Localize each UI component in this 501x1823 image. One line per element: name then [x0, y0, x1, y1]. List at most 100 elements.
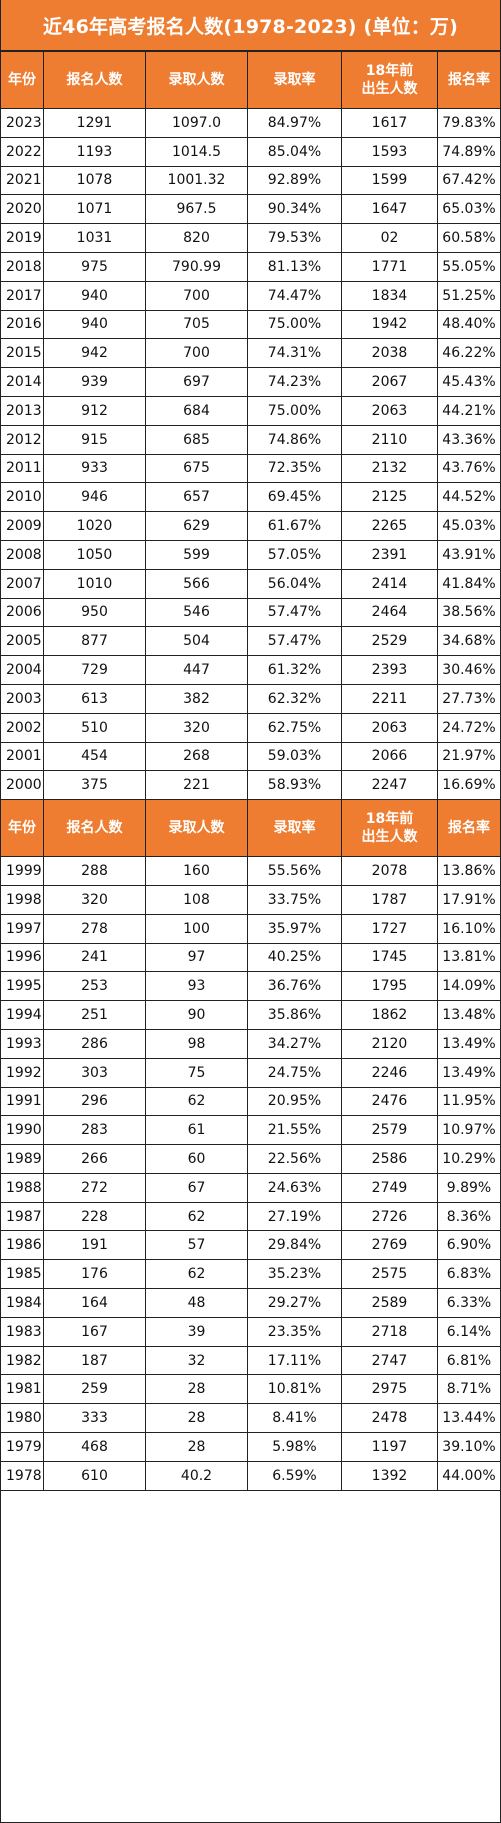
- cell-application-rate: 44.21%: [442, 402, 496, 419]
- cell-births: 1593: [342, 137, 438, 166]
- cell-applicants: 187: [44, 1346, 146, 1375]
- cell-admission-rate: 61.32%: [248, 656, 342, 684]
- table-row: 2002 510 320 62.75% 2063 24.72%: [1, 713, 500, 743]
- cell-applicants: 610: [44, 1461, 146, 1490]
- cell-admitted: 60: [146, 1145, 248, 1173]
- cell-births: 2063: [342, 713, 438, 742]
- cell-year: 1982: [1, 1346, 44, 1375]
- cell-year: 2023: [1, 109, 44, 137]
- cell-admitted: 700: [146, 281, 248, 310]
- cell-births: 2478: [342, 1404, 438, 1433]
- cell-births: 2120: [342, 1029, 438, 1058]
- cell-admitted: 685: [146, 425, 248, 454]
- cell-year: 1978: [1, 1461, 44, 1490]
- cell-admitted: 566: [146, 569, 248, 598]
- cell-application-rate: 65.03%: [442, 201, 496, 218]
- cell-admitted: 28: [146, 1404, 248, 1433]
- cell-admission-rate: 56.04%: [248, 569, 342, 598]
- table-title: 近46年高考报名人数(1978-2023) (单位：万): [1, 0, 500, 52]
- cell-admitted: 967.5: [146, 195, 248, 224]
- table-row: 1978 610 40.2 6.59% 1392 44.00%: [1, 1461, 500, 1491]
- cell-applicants: 296: [44, 1087, 146, 1116]
- header-application-rate: 报名率: [448, 820, 490, 837]
- cell-births: 1862: [342, 1001, 438, 1029]
- cell-application-rate: 16.69%: [442, 777, 496, 794]
- cell-application-rate: 6.14%: [446, 1323, 492, 1340]
- cell-admission-rate: 75.00%: [248, 396, 342, 425]
- table-row: 1984 164 48 29.27% 2589 6.33%: [1, 1289, 500, 1318]
- cell-births: 2391: [342, 540, 438, 569]
- table-row: 2007 1010 566 56.04% 2414 41.84%: [1, 569, 500, 599]
- cell-admitted: 790.99: [146, 252, 248, 281]
- table-row: 2021 1078 1001.32 92.89% 1599 67.42%: [1, 166, 500, 196]
- table-row: 1981 259 28 10.81% 2975 8.71%: [1, 1375, 500, 1405]
- cell-births: 2066: [342, 742, 438, 771]
- table-row: 2009 1020 629 61.67% 2265 45.03%: [1, 512, 500, 541]
- cell-application-rate: 60.58%: [442, 230, 496, 247]
- cell-admission-rate: 55.56%: [248, 857, 342, 885]
- cell-admission-rate: 81.13%: [248, 252, 342, 281]
- cell-year: 2019: [1, 224, 44, 252]
- table-row: 1987 228 62 27.19% 2726 8.36%: [1, 1202, 500, 1232]
- table-row: 2020 1071 967.5 90.34% 1647 65.03%: [1, 195, 500, 225]
- cell-admission-rate: 6.59%: [248, 1461, 342, 1490]
- cell-year: 2020: [1, 195, 44, 224]
- cell-admission-rate: 22.56%: [248, 1145, 342, 1173]
- cell-year: 1993: [1, 1029, 44, 1058]
- cell-applicants: 286: [44, 1029, 146, 1058]
- cell-admitted: 820: [146, 224, 248, 252]
- cell-applicants: 333: [44, 1404, 146, 1433]
- cell-births: 1771: [342, 252, 438, 281]
- cell-application-rate: 16.10%: [442, 920, 496, 937]
- cell-admission-rate: 21.55%: [248, 1116, 342, 1145]
- cell-admission-rate: 74.86%: [248, 425, 342, 454]
- table-row: 2004 729 447 61.32% 2393 30.46%: [1, 656, 500, 685]
- cell-admission-rate: 62.75%: [248, 713, 342, 742]
- cell-births: 1617: [342, 109, 438, 137]
- cell-applicants: 320: [44, 885, 146, 914]
- table-row: 2003 613 382 62.32% 2211 27.73%: [1, 684, 500, 714]
- cell-application-rate: 38.56%: [442, 604, 496, 621]
- cell-application-rate: 55.05%: [442, 258, 496, 275]
- cell-admission-rate: 57.47%: [248, 598, 342, 627]
- cell-admission-rate: 29.84%: [248, 1231, 342, 1260]
- cell-admission-rate: 8.41%: [248, 1404, 342, 1433]
- cell-births: 2589: [342, 1289, 438, 1317]
- cell-admission-rate: 85.04%: [248, 137, 342, 166]
- cell-admission-rate: 36.76%: [248, 972, 342, 1001]
- cell-births: 1942: [342, 310, 438, 339]
- cell-admission-rate: 34.27%: [248, 1029, 342, 1058]
- cell-year: 2009: [1, 512, 44, 540]
- cell-year: 1998: [1, 885, 44, 914]
- cell-application-rate: 14.09%: [442, 978, 496, 995]
- header-admission-rate: 录取率: [248, 52, 342, 108]
- cell-applicants: 1010: [44, 569, 146, 598]
- cell-year: 2016: [1, 310, 44, 339]
- table-row: 2018 975 790.99 81.13% 1771 55.05%: [1, 252, 500, 282]
- cell-year: 2022: [1, 137, 44, 166]
- table-body-top: 2023 1291 1097.0 84.97% 1617 79.83% 2022 1193 10…: [1, 109, 500, 801]
- cell-admitted: 28: [146, 1433, 248, 1461]
- cell-admitted: 93: [146, 972, 248, 1001]
- table-row: 1991 296 62 20.95% 2476 11.95%: [1, 1087, 500, 1117]
- cell-births: 2132: [342, 454, 438, 483]
- cell-applicants: 912: [44, 396, 146, 425]
- cell-births: 2529: [342, 627, 438, 656]
- cell-year: 1995: [1, 972, 44, 1001]
- cell-year: 1992: [1, 1058, 44, 1087]
- cell-year: 2017: [1, 281, 44, 310]
- cell-year: 2010: [1, 483, 44, 512]
- cell-applicants: 915: [44, 425, 146, 454]
- cell-births: 2211: [342, 684, 438, 713]
- cell-admission-rate: 92.89%: [248, 166, 342, 195]
- cell-admitted: 108: [146, 885, 248, 914]
- cell-admitted: 62: [146, 1202, 248, 1231]
- cell-admission-rate: 27.19%: [248, 1202, 342, 1231]
- cell-year: 2011: [1, 454, 44, 483]
- cell-applicants: 251: [44, 1001, 146, 1029]
- cell-application-rate: 6.83%: [446, 1266, 492, 1283]
- cell-births: 1727: [342, 914, 438, 943]
- cell-births: 1197: [342, 1433, 438, 1461]
- cell-application-rate: 30.46%: [442, 662, 496, 679]
- cell-admission-rate: 57.47%: [248, 627, 342, 656]
